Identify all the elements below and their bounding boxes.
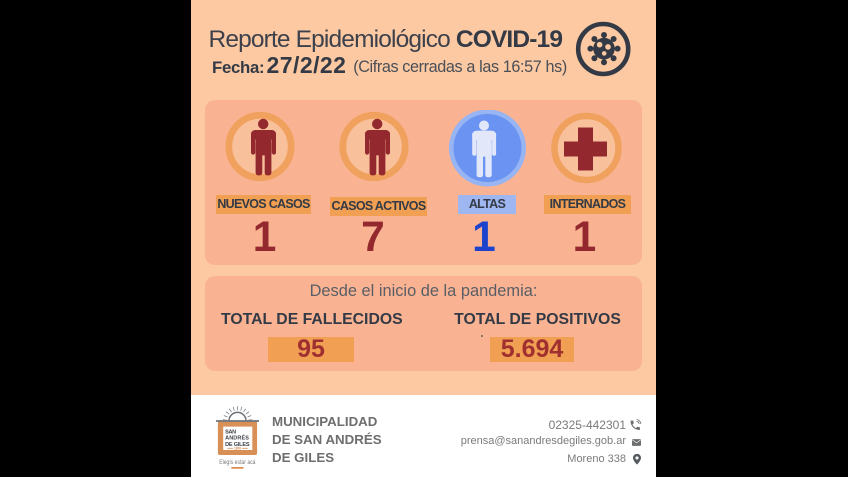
svg-text:DE GILES: DE GILES xyxy=(225,442,250,448)
svg-text:Elegís estar acá: Elegís estar acá xyxy=(219,459,256,466)
svg-text:ANDRÉS: ANDRÉS xyxy=(225,434,249,442)
svg-text:1806: 1806 xyxy=(233,446,240,450)
svg-text:SAN: SAN xyxy=(225,429,236,435)
